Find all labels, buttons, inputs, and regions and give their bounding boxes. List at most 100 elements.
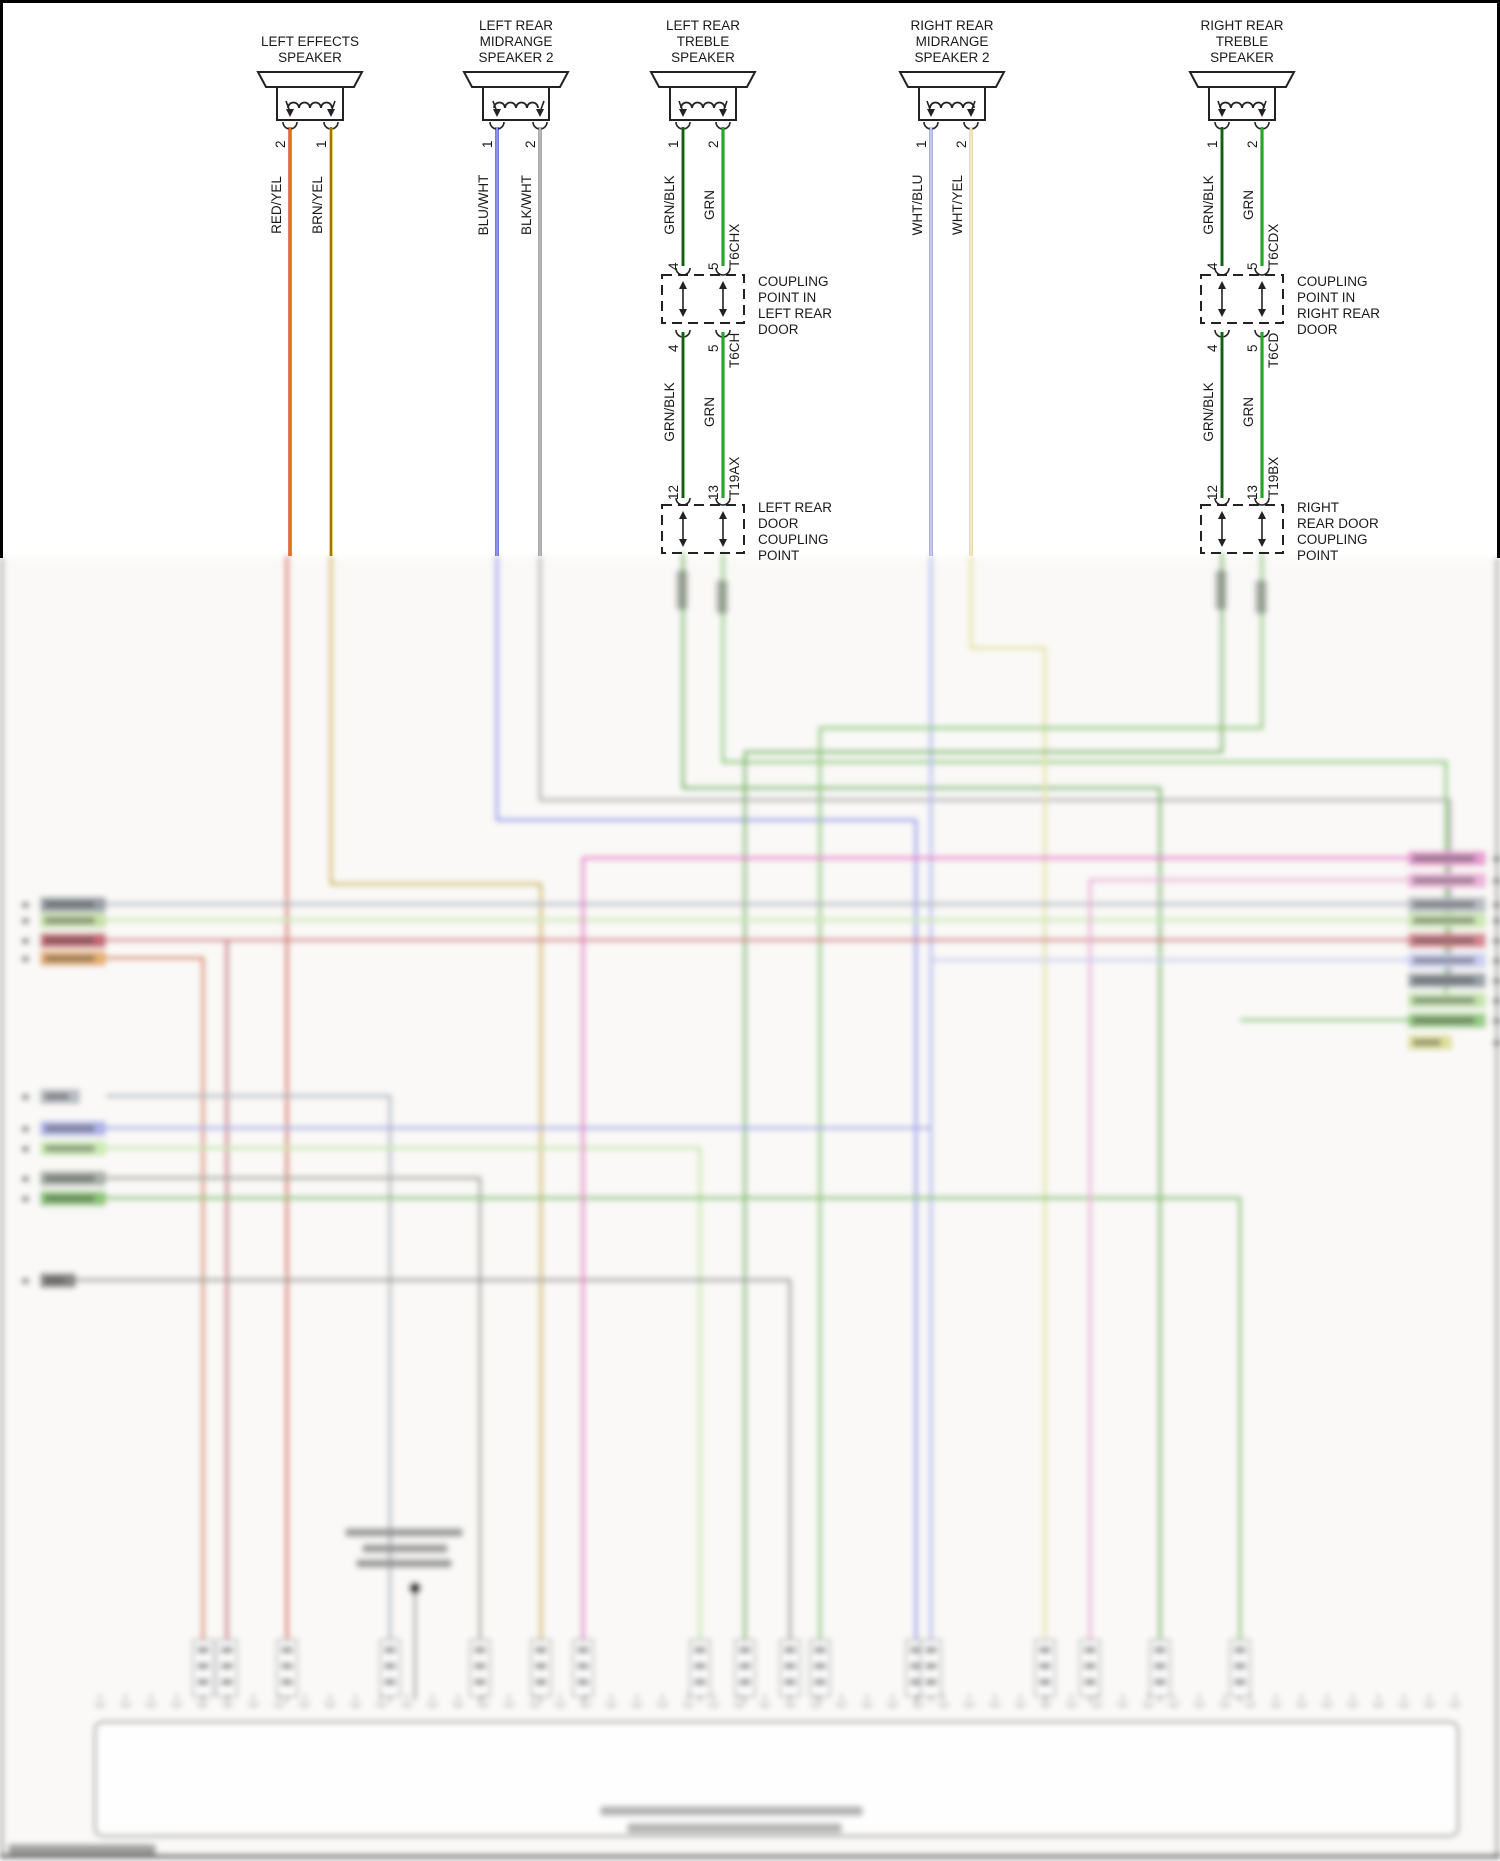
connector-pin-cup	[708, 1701, 719, 1708]
connector-pin-cup	[1424, 1701, 1435, 1708]
speaker-title-line: SPEAKER 2	[478, 50, 553, 65]
blurred-terminal-text	[474, 1662, 486, 1670]
wire-color-label: GRN/BLK	[662, 382, 677, 441]
connector-pin-cup	[938, 1701, 949, 1708]
blurred-terminal-text	[221, 1662, 233, 1670]
connector-pin-cup	[1270, 1701, 1282, 1708]
blurred-label-text	[1413, 917, 1475, 924]
sharp-upper-diagram: LEFT EFFECTSSPEAKER2RED/YEL1BRN/YELLEFT …	[0, 0, 1500, 563]
blurred-wire	[106, 1146, 702, 1642]
blurred-terminal-text	[577, 1646, 589, 1654]
connector-pin-cup	[350, 1701, 361, 1708]
blurred-terminal-text	[694, 1646, 706, 1654]
blurred-label-text	[1413, 1017, 1475, 1024]
connector-label: T19AX	[727, 457, 742, 498]
connector-pin-cup	[324, 1701, 336, 1708]
coupling-box	[1200, 274, 1284, 324]
blurred-terminal-text	[739, 1646, 751, 1654]
connector-pin-cup	[171, 1701, 182, 1708]
speaker-title-line: SPEAKER	[278, 50, 342, 65]
blurred-watermark	[8, 1844, 156, 1855]
blurred-terminal-text	[577, 1678, 589, 1686]
blurred-module-caption	[600, 1806, 863, 1816]
pin-number: 1	[914, 140, 929, 148]
page-frame-top	[0, 0, 1500, 558]
arrowhead	[1218, 281, 1226, 289]
speaker-cone	[649, 71, 757, 88]
voice-coil	[493, 101, 539, 109]
connector-pin-cup	[273, 1701, 285, 1708]
blurred-wire	[495, 556, 918, 1642]
voice-coil	[1219, 101, 1265, 109]
pin-number: 2	[523, 140, 538, 148]
blurred-terminal-text	[814, 1646, 826, 1654]
blurred-pin-number	[22, 1278, 29, 1284]
wire-color-label: WHT/YEL	[950, 175, 965, 235]
blurred-wire	[106, 1196, 1242, 1642]
coupling-box-label-line: RIGHT REAR	[1297, 306, 1380, 321]
pin-number: 5	[706, 262, 721, 270]
blurred-terminal-text	[925, 1678, 937, 1686]
pin-cup	[715, 267, 731, 276]
blurred-label-text	[1413, 957, 1475, 964]
connector-pin-cup	[733, 1701, 745, 1708]
connector-label: T6CD	[1266, 332, 1281, 368]
coupling-box-label-line: LEFT REAR	[758, 306, 832, 321]
speaker-cone	[462, 71, 570, 88]
voice-coil	[680, 101, 726, 109]
connector-pin-cup	[682, 1701, 694, 1708]
blurred-terminal-text	[474, 1678, 486, 1686]
blurred-label-text	[45, 937, 95, 944]
blurred-wire	[969, 556, 1047, 1642]
blurred-terminal-text	[1084, 1646, 1096, 1654]
blurred-terminal-text	[197, 1678, 209, 1686]
connector-pin-cup	[299, 1701, 310, 1708]
blurred-label-text	[1413, 977, 1475, 984]
connector-pin-cup	[861, 1701, 873, 1708]
blurred-terminal-text	[1154, 1646, 1166, 1654]
blurred-pin-number	[22, 1176, 29, 1182]
blurred-terminal-text	[577, 1662, 589, 1670]
blurred-label-text	[45, 955, 95, 962]
blurred-terminal-text	[694, 1662, 706, 1670]
coupling-box-label-line: REAR DOOR	[1297, 516, 1379, 531]
speaker-body	[1208, 86, 1276, 121]
coupling-box	[661, 504, 745, 554]
speaker-title-line: MIDRANGE	[916, 34, 989, 49]
connector-pin-cup	[580, 1701, 592, 1708]
speaker-title-line: TREBLE	[677, 34, 730, 49]
blurred-terminal-text	[784, 1646, 796, 1654]
connector-pin-cup	[427, 1701, 438, 1708]
coupling-box-label-line: COUPLING	[758, 274, 829, 289]
wire-color-label: GRN	[1241, 397, 1256, 427]
speaker-body	[669, 86, 737, 121]
connector-pin-cup	[1091, 1701, 1103, 1708]
coupling-box-label-line: POINT IN	[758, 290, 816, 305]
connector-pin-cup	[887, 1701, 898, 1708]
speaker-cone	[256, 71, 364, 88]
wire-color-label: GRN/BLK	[1201, 382, 1216, 441]
blurred-note-text	[345, 1528, 463, 1537]
speaker-cone	[898, 71, 1006, 88]
pin-cup	[1254, 267, 1270, 276]
blurred-terminal-text	[535, 1678, 547, 1686]
connector-pin-cup	[503, 1701, 515, 1708]
arrowhead	[1218, 511, 1226, 519]
blurred-label-text	[1413, 997, 1475, 1004]
blurred-terminal-text	[1084, 1662, 1096, 1670]
connector-pin-cup	[1142, 1701, 1154, 1708]
blurred-terminal-text	[814, 1662, 826, 1670]
blurred-terminal-text	[1039, 1678, 1051, 1686]
blurred-terminal-text	[384, 1646, 396, 1654]
blurred-label-text	[1413, 1039, 1441, 1046]
pin-number: 4	[666, 262, 681, 270]
blurred-label-text	[1413, 877, 1475, 884]
connector-pin-cup	[1449, 1701, 1461, 1708]
connector-pin-cup	[120, 1701, 131, 1708]
blurred-wire	[329, 556, 543, 1642]
left-connector-single	[22, 1273, 76, 1288]
arrowhead	[286, 109, 294, 117]
speaker-title-line: RIGHT REAR	[1200, 18, 1283, 33]
blurred-terminal-text	[739, 1662, 751, 1670]
coupling-box-label-line: POINT IN	[1297, 290, 1355, 305]
